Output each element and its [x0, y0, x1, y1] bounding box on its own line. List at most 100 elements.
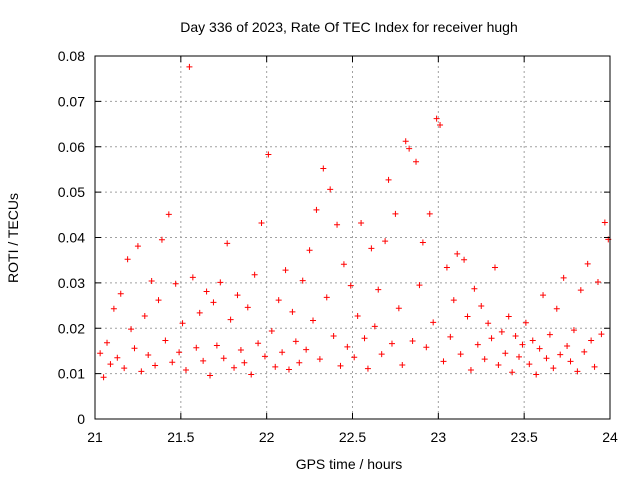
data-point [347, 282, 354, 289]
data-point [224, 240, 231, 247]
data-point [553, 305, 560, 312]
data-point [193, 344, 200, 351]
data-point [261, 353, 268, 360]
data-point [457, 351, 464, 358]
data-point [107, 361, 114, 368]
data-point [371, 323, 378, 330]
data-point [413, 158, 420, 165]
data-point [533, 371, 540, 378]
data-point [148, 278, 155, 285]
data-point [145, 352, 152, 359]
data-point [320, 165, 327, 172]
data-point [550, 365, 557, 372]
data-point [162, 337, 169, 344]
data-point [244, 304, 251, 311]
data-point [134, 243, 141, 250]
y-tick-label: 0 [77, 411, 85, 427]
data-point [303, 346, 310, 353]
data-point [227, 316, 234, 323]
data-point [519, 341, 526, 348]
data-point [200, 357, 207, 364]
data-point [423, 344, 430, 351]
data-point [454, 250, 461, 257]
data-point [540, 292, 547, 299]
data-point [285, 366, 292, 373]
data-point [491, 264, 498, 271]
data-point [334, 221, 341, 228]
data-point [258, 219, 265, 226]
data-point [485, 320, 492, 327]
data-point [279, 349, 286, 356]
data-point [272, 363, 279, 370]
data-point [502, 350, 509, 357]
data-point [443, 264, 450, 271]
data-point [344, 343, 351, 350]
data-point [292, 338, 299, 345]
data-point [323, 294, 330, 301]
data-point [512, 332, 519, 339]
data-point [327, 186, 334, 193]
y-tick-label: 0.02 [58, 320, 85, 336]
x-tick-label: 23 [431, 429, 447, 445]
data-point [416, 282, 423, 289]
y-tick-label: 0.08 [58, 48, 85, 64]
data-point [182, 366, 189, 373]
data-point [337, 362, 344, 369]
data-point [313, 206, 320, 213]
chart-title: Day 336 of 2023, Rate Of TEC Index for r… [180, 19, 517, 35]
data-point [299, 277, 306, 284]
data-point [402, 138, 409, 145]
data-point [169, 359, 176, 366]
data-point [128, 326, 135, 333]
data-point [179, 320, 186, 327]
data-point [478, 303, 485, 310]
data-point [220, 355, 227, 362]
data-point [189, 274, 196, 281]
data-point [152, 362, 159, 369]
data-point [392, 210, 399, 217]
data-point [124, 256, 131, 263]
x-axis-ticks: 21 21.5 22 22.5 23 23.5 24 [87, 56, 618, 445]
data-point [495, 362, 502, 369]
x-axis-label: GPS time / hours [296, 456, 403, 472]
data-point [114, 354, 121, 361]
data-point [588, 337, 595, 344]
y-axis-ticks: 0 0.01 0.02 0.03 0.04 0.05 0.06 0.07 0.08 [58, 48, 610, 427]
data-point [138, 368, 145, 375]
data-point [310, 317, 317, 324]
data-point [581, 348, 588, 355]
data-point [265, 151, 272, 158]
data-point [117, 290, 124, 297]
data-points [97, 63, 612, 381]
data-point [474, 341, 481, 348]
data-point [340, 261, 347, 268]
data-point [282, 267, 289, 274]
y-tick-label: 0.06 [58, 139, 85, 155]
data-point [591, 363, 598, 370]
data-point [231, 364, 238, 371]
y-axis-label: ROTI / TECUs [5, 193, 21, 283]
data-point [241, 359, 248, 366]
data-point [172, 280, 179, 287]
data-point [121, 365, 128, 372]
data-point [364, 365, 371, 372]
grid-lines [95, 56, 610, 419]
data-point [358, 219, 365, 226]
data-point [467, 366, 474, 373]
data-point [131, 345, 138, 352]
data-point [255, 340, 262, 347]
data-point [207, 372, 214, 379]
data-point [378, 351, 385, 358]
data-point [361, 335, 368, 342]
data-point [100, 374, 107, 381]
data-point [268, 327, 275, 334]
data-point [289, 308, 296, 315]
data-point [275, 297, 282, 304]
y-tick-label: 0.05 [58, 184, 85, 200]
data-point [481, 356, 488, 363]
data-point [567, 358, 574, 365]
data-point [385, 176, 392, 183]
data-point [388, 340, 395, 347]
y-tick-label: 0.07 [58, 93, 85, 109]
